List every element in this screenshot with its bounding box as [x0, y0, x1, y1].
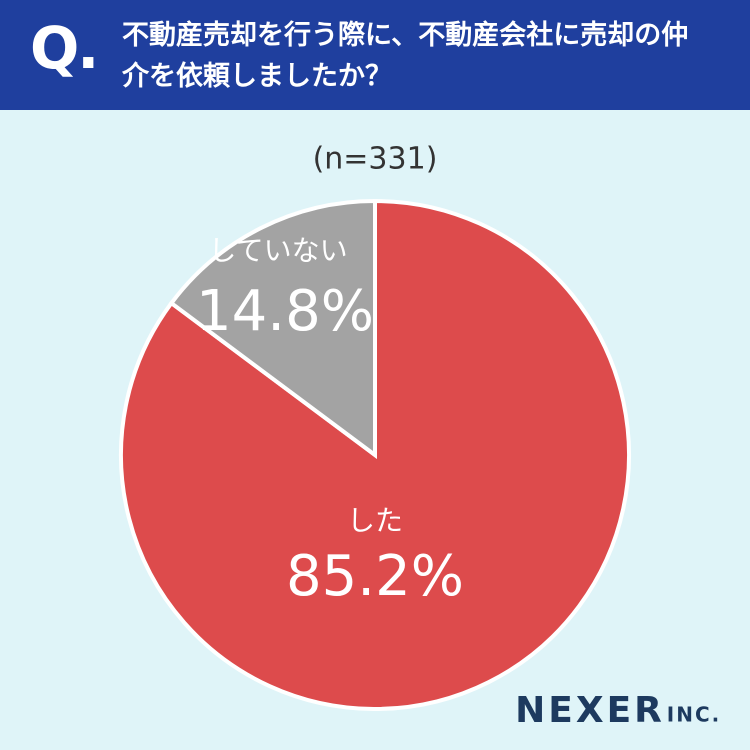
header: Q. 不動産売却を行う際に、不動産会社に売却の仲介を依頼しましたか？ [0, 0, 750, 110]
slice-category: していない [208, 234, 347, 267]
pie-slice [168, 198, 377, 459]
slice-value: 14.8% [196, 279, 374, 344]
chart-title: 不動産売却を行う際に、不動産会社に売却の仲介を依頼しましたか？ [122, 20, 689, 92]
brand: NEXER [515, 690, 665, 731]
question-label: Q. [30, 14, 99, 82]
brand-suffix: INC. [667, 703, 721, 727]
slice-value: 85.2% [286, 544, 464, 609]
subtitle: (n=331) [313, 142, 438, 177]
slice-category: した [347, 504, 403, 537]
